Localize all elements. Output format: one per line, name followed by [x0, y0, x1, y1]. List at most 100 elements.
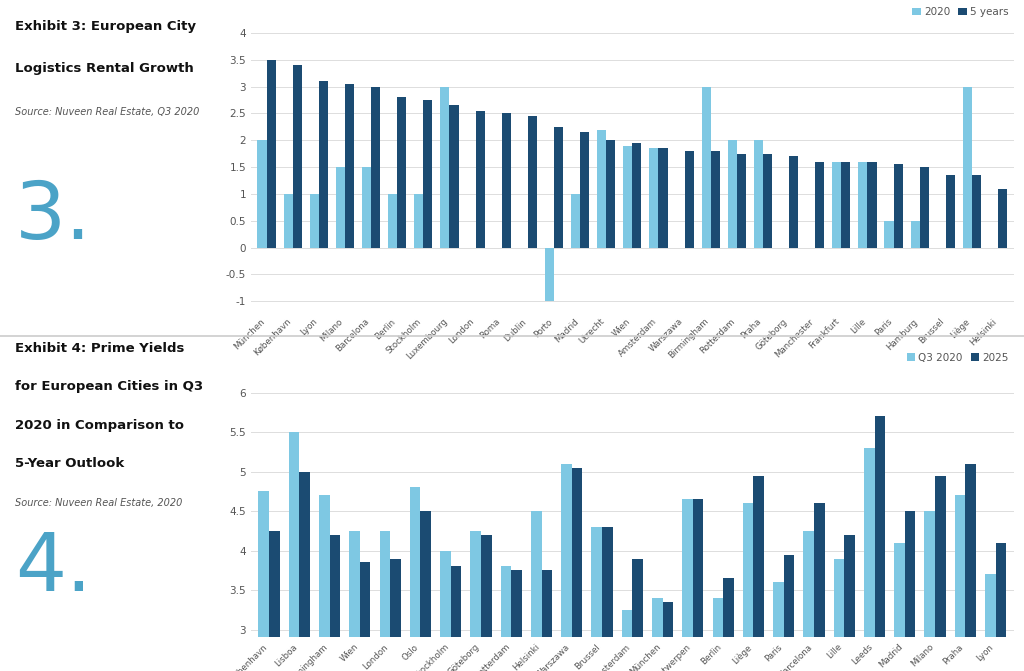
- Bar: [561, 464, 571, 671]
- Bar: [885, 221, 894, 248]
- Bar: [606, 140, 615, 248]
- Legend: Q3 2020, 2025: Q3 2020, 2025: [906, 353, 1009, 363]
- Bar: [711, 151, 720, 248]
- Bar: [414, 194, 423, 248]
- Bar: [754, 140, 763, 248]
- Bar: [663, 602, 673, 671]
- Bar: [995, 543, 1007, 671]
- Bar: [410, 487, 421, 671]
- Bar: [874, 417, 885, 671]
- Bar: [345, 84, 354, 248]
- Bar: [925, 511, 935, 671]
- Bar: [475, 111, 484, 248]
- Bar: [894, 164, 903, 248]
- Bar: [985, 574, 995, 671]
- Bar: [481, 535, 492, 671]
- Bar: [723, 578, 734, 671]
- Bar: [571, 194, 580, 248]
- Bar: [814, 503, 824, 671]
- Bar: [864, 448, 874, 671]
- Bar: [580, 132, 589, 248]
- Bar: [269, 531, 280, 671]
- Bar: [954, 495, 966, 671]
- Bar: [257, 140, 266, 248]
- Bar: [790, 156, 799, 248]
- Bar: [905, 511, 915, 671]
- Bar: [597, 130, 606, 248]
- Text: for European Cities in Q3: for European Cities in Q3: [15, 380, 203, 393]
- Text: Exhibit 3: European City: Exhibit 3: European City: [15, 19, 196, 33]
- Bar: [336, 167, 345, 248]
- Bar: [998, 189, 1008, 248]
- Bar: [693, 499, 703, 671]
- Text: 4.: 4.: [15, 530, 92, 608]
- Bar: [390, 558, 400, 671]
- Bar: [742, 503, 754, 671]
- Bar: [622, 610, 632, 671]
- Text: Logistics Rental Growth: Logistics Rental Growth: [15, 62, 194, 74]
- Text: Source: Nuveen Real Estate, Q3 2020: Source: Nuveen Real Estate, Q3 2020: [15, 107, 200, 117]
- Bar: [649, 148, 658, 248]
- Bar: [545, 248, 554, 301]
- Bar: [501, 566, 511, 671]
- Legend: 2020, 5 years: 2020, 5 years: [912, 7, 1009, 17]
- Bar: [632, 143, 641, 248]
- Bar: [380, 531, 390, 671]
- Text: 3.: 3.: [15, 178, 92, 256]
- Bar: [299, 472, 310, 671]
- Bar: [773, 582, 783, 671]
- Bar: [309, 194, 318, 248]
- Bar: [754, 476, 764, 671]
- Bar: [946, 175, 955, 248]
- Bar: [737, 154, 745, 248]
- Bar: [833, 162, 842, 248]
- Bar: [388, 194, 397, 248]
- Bar: [571, 468, 583, 671]
- Bar: [330, 535, 340, 671]
- Bar: [844, 535, 855, 671]
- Bar: [834, 558, 844, 671]
- Bar: [319, 495, 330, 671]
- Text: Source: Nuveen Real Estate, 2020: Source: Nuveen Real Estate, 2020: [15, 498, 182, 508]
- Bar: [423, 100, 432, 248]
- Text: 2020 in Comparison to: 2020 in Comparison to: [15, 419, 184, 431]
- Bar: [658, 148, 668, 248]
- Bar: [894, 543, 905, 671]
- Bar: [554, 127, 563, 248]
- Bar: [284, 194, 293, 248]
- Bar: [972, 175, 981, 248]
- Bar: [602, 527, 612, 671]
- Bar: [682, 499, 693, 671]
- Bar: [440, 551, 451, 671]
- Bar: [397, 97, 407, 248]
- Bar: [728, 140, 737, 248]
- Bar: [451, 566, 461, 671]
- Bar: [511, 570, 522, 671]
- Bar: [858, 162, 867, 248]
- Bar: [935, 476, 945, 671]
- Bar: [867, 162, 877, 248]
- Bar: [685, 151, 693, 248]
- Bar: [258, 491, 269, 671]
- Text: 5-Year Outlook: 5-Year Outlook: [15, 457, 124, 470]
- Bar: [963, 87, 972, 248]
- Bar: [421, 511, 431, 671]
- Bar: [624, 146, 632, 248]
- Bar: [289, 432, 299, 671]
- Bar: [632, 558, 643, 671]
- Bar: [470, 531, 481, 671]
- Text: Exhibit 4: Prime Yields: Exhibit 4: Prime Yields: [15, 342, 184, 355]
- Bar: [920, 167, 929, 248]
- Bar: [804, 531, 814, 671]
- Bar: [763, 154, 772, 248]
- Bar: [530, 511, 542, 671]
- Bar: [527, 116, 537, 248]
- Bar: [701, 87, 711, 248]
- Bar: [652, 598, 663, 671]
- Bar: [371, 87, 380, 248]
- Bar: [361, 167, 371, 248]
- Bar: [293, 65, 302, 248]
- Bar: [266, 60, 275, 248]
- Bar: [318, 81, 328, 248]
- Bar: [783, 554, 795, 671]
